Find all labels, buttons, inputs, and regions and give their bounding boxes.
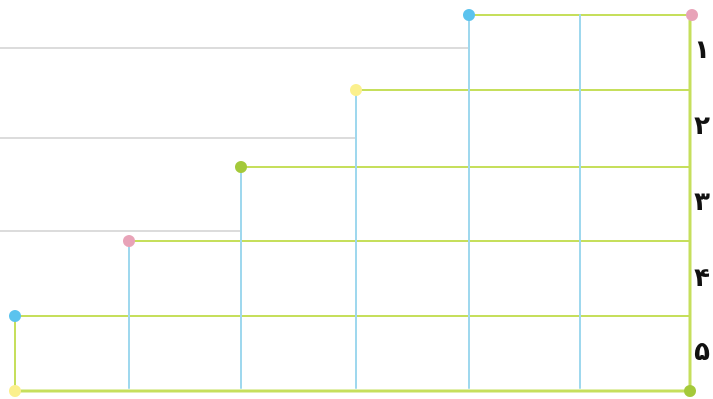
step-dot (123, 235, 135, 247)
step-dot (350, 84, 362, 96)
green-step-lines (13, 13, 692, 393)
step-dot (235, 161, 247, 173)
corner-dot-bottom-right (684, 385, 696, 397)
blue-vertical-lines (128, 14, 581, 389)
step-dot (463, 9, 475, 21)
corner-dot-bottom-left (9, 385, 21, 397)
row-label-3: ۳ (694, 187, 710, 217)
gray-gridlines (0, 47, 470, 232)
corner-dot-top-right (686, 9, 698, 21)
row-label-1: ۱ (694, 35, 710, 65)
step-dots (9, 9, 698, 397)
row-label-4: ۴ (694, 263, 710, 293)
row-label-2: ۲ (694, 111, 710, 141)
row-label-5: ۵ (694, 337, 710, 367)
step-dot (9, 310, 21, 322)
